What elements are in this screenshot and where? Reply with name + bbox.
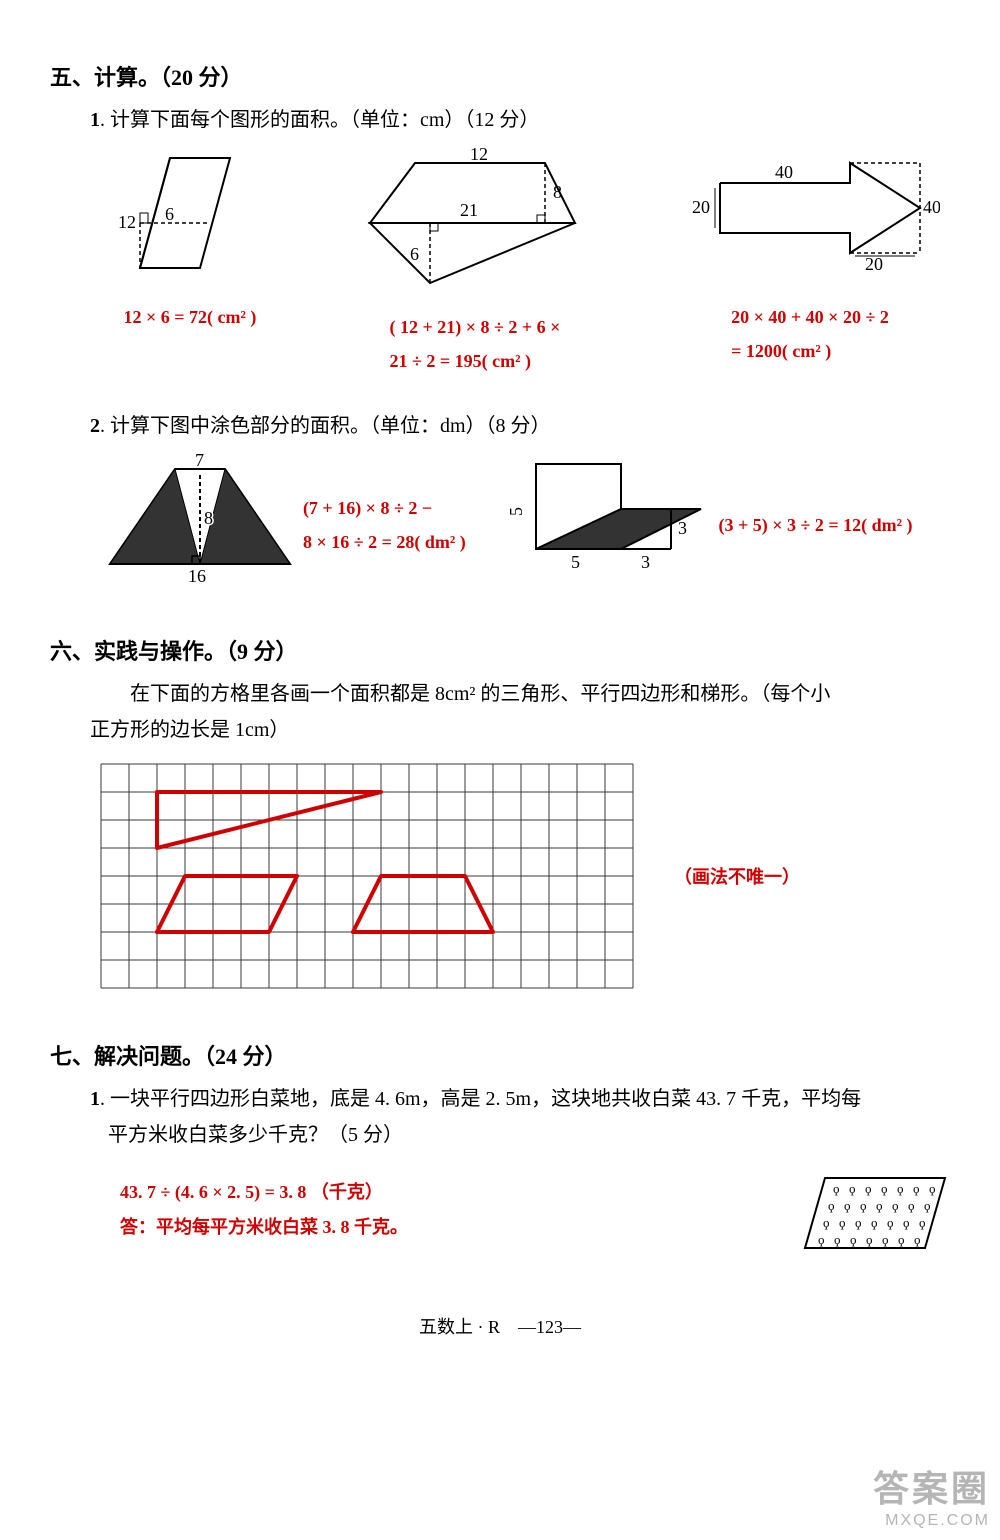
- s5q1-figB-answer: ( 12 + 21) × 8 ÷ 2 + 6 × 21 ÷ 2 = 195( c…: [390, 310, 561, 378]
- section6-text: 在下面的方格里各画一个面积都是 8cm² 的三角形、平行四边形和梯形。（每个小 …: [90, 676, 950, 748]
- svg-text:ϙ: ϙ: [839, 1215, 846, 1230]
- svg-text:21: 21: [460, 200, 478, 220]
- svg-text:ϙ: ϙ: [865, 1181, 872, 1196]
- s5q1-figC-answer: 20 × 40 + 40 × 20 ÷ 2 = 1200( cm² ): [731, 300, 889, 368]
- svg-text:3: 3: [641, 552, 650, 572]
- svg-text:ϙ: ϙ: [929, 1181, 936, 1196]
- trapezoid-triangle-icon: 12 21 8 6: [345, 148, 605, 298]
- q2-text: . 计算下图中涂色部分的面积。（单位：dm）（8 分）: [100, 415, 551, 437]
- parallelogram-icon: 12 6: [110, 148, 270, 288]
- svg-text:5: 5: [506, 507, 526, 516]
- svg-text:40: 40: [923, 197, 940, 217]
- svg-text:ϙ: ϙ: [887, 1215, 894, 1230]
- svg-text:ϙ: ϙ: [828, 1198, 835, 1213]
- svg-text:ϙ: ϙ: [924, 1198, 931, 1213]
- svg-text:20: 20: [692, 197, 710, 217]
- svg-text:12: 12: [118, 212, 136, 232]
- section5-q1: 1. 计算下面每个图形的面积。（单位：cm）（12 分）: [90, 102, 950, 138]
- section5-q2: 2. 计算下图中涂色部分的面积。（单位：dm）（8 分）: [90, 408, 950, 444]
- s7q1-answer: 43. 7 ÷ (4. 6 × 2. 5) = 3. 8 （千克） 答：平均每平…: [120, 1175, 408, 1243]
- svg-text:ϙ: ϙ: [871, 1215, 878, 1230]
- s5q1-figB: 12 21 8 6 ( 12 + 21) × 8 ÷ 2 + 6 × 21 ÷ …: [335, 148, 615, 378]
- svg-text:12: 12: [470, 148, 488, 164]
- s5q1-figA-answer: 12 × 6 = 72( cm² ): [124, 300, 257, 334]
- svg-text:ϙ: ϙ: [849, 1181, 856, 1196]
- svg-text:ϙ: ϙ: [823, 1215, 830, 1230]
- section5-title: 五、计算。（20 分）: [50, 60, 950, 92]
- svg-text:ϙ: ϙ: [892, 1198, 899, 1213]
- page: 五、计算。（20 分） 1. 计算下面每个图形的面积。（单位：cm）（12 分）…: [0, 0, 1000, 1540]
- svg-text:ϙ: ϙ: [881, 1181, 888, 1196]
- s5q2-figA-answer: (7 + 16) × 8 ÷ 2 − 8 × 16 ÷ 2 = 28( dm² …: [303, 491, 496, 559]
- watermark-line1: 答案圈: [873, 1460, 990, 1512]
- q2-number: 2: [90, 415, 100, 437]
- svg-text:ϙ: ϙ: [882, 1232, 889, 1247]
- svg-text:ϙ: ϙ: [850, 1232, 857, 1247]
- svg-text:ϙ: ϙ: [898, 1232, 905, 1247]
- grid-icon: [100, 763, 634, 989]
- section5-q1-figures: 12 6 12 × 6 = 72( cm² ) 12 21 8 6 ( 12: [100, 148, 950, 378]
- svg-text:8: 8: [204, 508, 213, 528]
- svg-text:6: 6: [165, 204, 174, 224]
- svg-text:ϙ: ϙ: [908, 1198, 915, 1213]
- section7-q1: 1. 一块平行四边形白菜地，底是 4. 6m，高是 2. 5m，这块地共收白菜 …: [90, 1081, 950, 1153]
- svg-text:16: 16: [188, 566, 206, 584]
- arrow-shape-icon: 40 20 40 20: [680, 148, 940, 288]
- section6-title: 六、实践与操作。（9 分）: [50, 634, 950, 666]
- page-footer: 五数上 · R —123—: [50, 1313, 950, 1339]
- section5-q2-figures: 7 8 8 16 (7 + 16) × 8 ÷ 2 − 8 × 16 ÷ 2 =…: [100, 454, 950, 584]
- svg-text:ϙ: ϙ: [876, 1198, 883, 1213]
- svg-text:ϙ: ϙ: [903, 1215, 910, 1230]
- svg-text:ϙ: ϙ: [860, 1198, 867, 1213]
- s5q1-figC: 40 20 40 20 20 × 40 + 40 × 20 ÷ 2 = 1200…: [670, 148, 950, 378]
- svg-text:7: 7: [195, 454, 204, 470]
- section6-grid-area: （画法不唯一）: [100, 763, 950, 989]
- svg-text:ϙ: ϙ: [897, 1181, 904, 1196]
- s5q2-figB-answer: (3 + 5) × 3 ÷ 2 = 12( dm² ): [718, 508, 950, 542]
- q1-number: 1: [90, 109, 100, 131]
- svg-text:ϙ: ϙ: [866, 1232, 873, 1247]
- svg-text:ϙ: ϙ: [913, 1181, 920, 1196]
- svg-text:ϙ: ϙ: [855, 1215, 862, 1230]
- watermark: 答案圈 MXQE.COM: [873, 1460, 990, 1530]
- s5q1-figA: 12 6 12 × 6 = 72( cm² ): [100, 148, 280, 378]
- svg-text:ϙ: ϙ: [919, 1215, 926, 1230]
- shaded-parallelogram-icon: 5 3 5 3: [506, 454, 709, 584]
- svg-text:8: 8: [553, 182, 562, 202]
- svg-text:ϙ: ϙ: [818, 1232, 825, 1247]
- svg-text:40: 40: [775, 162, 793, 182]
- q1-text: . 计算下面每个图形的面积。（单位：cm）（12 分）: [100, 109, 539, 131]
- svg-text:20: 20: [865, 254, 883, 274]
- svg-text:5: 5: [571, 552, 580, 572]
- section7-title: 七、解决问题。（24 分）: [50, 1039, 950, 1071]
- s7q1-number: 1: [90, 1088, 100, 1110]
- s7q1-text-l2: 平方米收白菜多少千克？（5 分）: [108, 1117, 950, 1153]
- svg-text:6: 6: [410, 244, 419, 264]
- cabbage-field-icon: ϙϙϙϙϙϙϙϙϙϙϙϙϙϙϙϙϙϙϙϙϙϙϙϙϙϙϙϙ: [780, 1163, 950, 1273]
- watermark-line2: MXQE.COM: [873, 1512, 990, 1530]
- section7-q1-row: 43. 7 ÷ (4. 6 × 2. 5) = 3. 8 （千克） 答：平均每平…: [100, 1163, 950, 1273]
- svg-text:ϙ: ϙ: [844, 1198, 851, 1213]
- svg-text:ϙ: ϙ: [833, 1181, 840, 1196]
- svg-text:ϙ: ϙ: [834, 1232, 841, 1247]
- svg-text:ϙ: ϙ: [914, 1232, 921, 1247]
- section6-note: （画法不唯一）: [674, 863, 800, 889]
- svg-text:3: 3: [678, 518, 687, 538]
- shaded-trapezoid-icon: 7 8 8 16: [100, 454, 293, 584]
- s7q1-text-l1: . 一块平行四边形白菜地，底是 4. 6m，高是 2. 5m，这块地共收白菜 4…: [100, 1088, 861, 1110]
